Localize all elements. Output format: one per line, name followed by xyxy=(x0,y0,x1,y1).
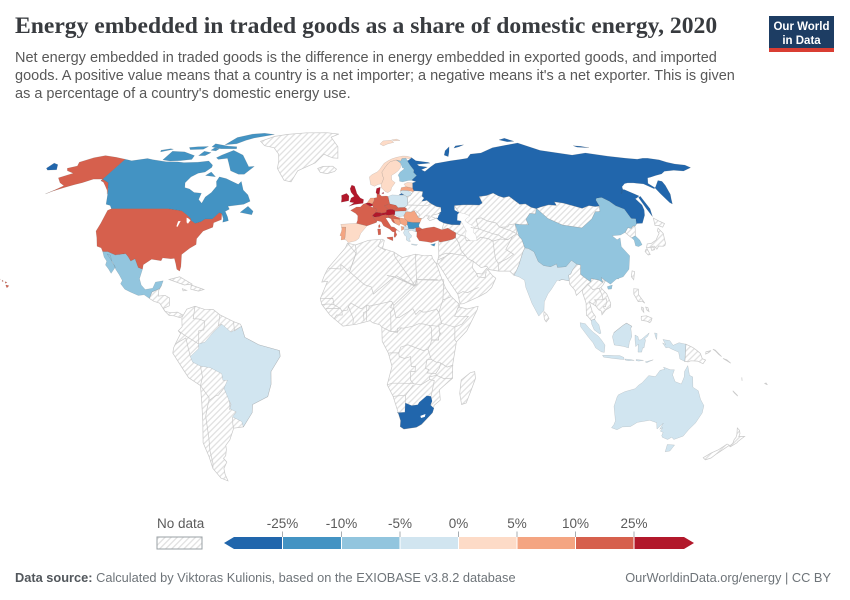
svg-text:No data: No data xyxy=(157,516,205,531)
svg-text:25%: 25% xyxy=(620,516,647,531)
svg-text:0%: 0% xyxy=(449,516,469,531)
svg-text:5%: 5% xyxy=(507,516,527,531)
svg-text:-10%: -10% xyxy=(326,516,358,531)
svg-text:-25%: -25% xyxy=(267,516,299,531)
svg-text:-5%: -5% xyxy=(388,516,412,531)
svg-text:10%: 10% xyxy=(562,516,589,531)
